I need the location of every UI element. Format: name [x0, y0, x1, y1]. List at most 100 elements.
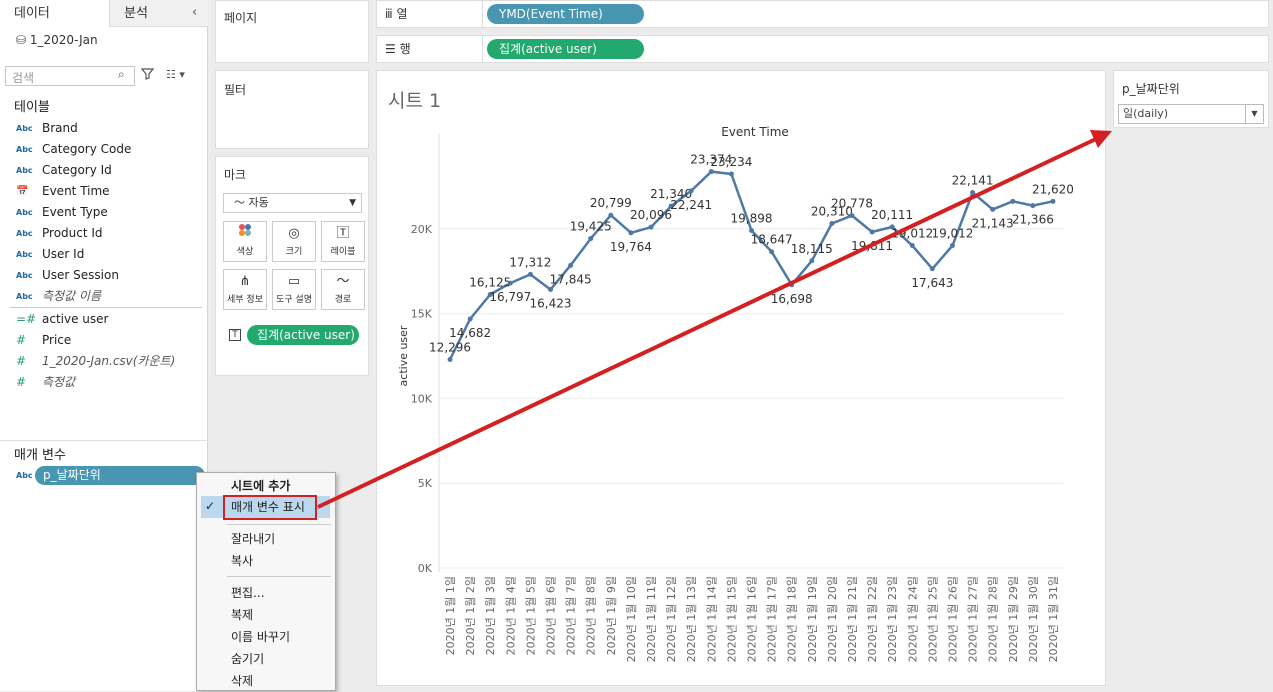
chevron-down-icon: ▼ [349, 198, 356, 208]
string-type-icon: Abc [16, 208, 33, 217]
menu-item-show-parameter[interactable]: 매개 변수 표시 [231, 500, 305, 514]
parameters-title: 매개 변수 [14, 448, 66, 463]
field-label: User Session [42, 268, 119, 282]
data-point [909, 243, 915, 249]
menu-item-rename[interactable]: 이름 바꾸기 [231, 630, 291, 644]
data-label: 20,096 [630, 208, 672, 222]
data-point [608, 212, 614, 218]
string-type-icon: Abc [16, 271, 33, 280]
field-item[interactable]: Abc 측정값 이름 [0, 286, 205, 307]
checkmark-icon: ✓ [205, 499, 216, 513]
field-item[interactable]: #1_2020-Jan.csv(카운트) [0, 351, 205, 372]
tab-analysis[interactable]: 분석 [110, 0, 208, 27]
datasource-item[interactable]: ⛁ 1_2020-Jan [16, 33, 98, 47]
marks-label-pill[interactable]: 집계(active user) [247, 325, 359, 345]
data-point [990, 206, 996, 212]
field-item[interactable]: Abc User Session [0, 265, 205, 286]
columns-shelf[interactable]: ⅲ 열 YMD(Event Time) [376, 0, 1269, 28]
string-type-icon: Abc [16, 124, 33, 133]
datasource-label: 1_2020-Jan [29, 33, 98, 47]
field-item[interactable]: Abc Product Id [0, 223, 205, 244]
pages-card[interactable]: 페이지 [215, 0, 369, 63]
field-item[interactable]: # 측정값 [0, 372, 205, 393]
field-item[interactable]: Abc Event Type [0, 202, 205, 223]
x-tick-label: 2020년 1월 29일 [1006, 576, 1020, 662]
columns-label-text: 열 [396, 7, 408, 21]
data-point [769, 249, 775, 255]
menu-item-duplicate[interactable]: 복제 [231, 608, 254, 622]
x-tick-label: 2020년 1월 27일 [966, 576, 980, 662]
rows-shelf-label: ☰ 행 [377, 36, 483, 62]
menu-item-delete[interactable]: 삭제 [231, 674, 254, 688]
number-type-icon: =# [16, 312, 37, 326]
menu-item-cut[interactable]: 잘라내기 [231, 532, 276, 546]
view-options-icon[interactable]: ☷ ▾ [166, 68, 185, 81]
rows-pill[interactable]: 집계(active user) [487, 39, 644, 59]
field-item[interactable]: Abc Brand [0, 118, 205, 139]
color-button[interactable]: 색상 [223, 221, 267, 262]
field-label: 측정값 [42, 375, 76, 389]
size-button[interactable]: ◎ 크기 [272, 221, 316, 262]
x-tick-label: 2020년 1월 4일 [503, 576, 517, 655]
field-label: Event Type [42, 205, 108, 219]
search-icon[interactable]: ⌕ [118, 67, 125, 81]
menu-divider [227, 524, 331, 525]
data-label: 22,141 [952, 173, 994, 187]
string-type-icon: Abc [16, 229, 33, 238]
search-input[interactable]: 검색 [5, 66, 135, 86]
tooltip-button[interactable]: ▭ 도구 설명 [272, 269, 316, 310]
label-button[interactable]: 🅃 레이블 [321, 221, 365, 262]
x-tick-label: 2020년 1월 22일 [865, 576, 879, 662]
rows-shelf[interactable]: ☰ 행 집계(active user) [376, 35, 1269, 63]
chart-title: Event Time [721, 125, 789, 139]
menu-header-add-to-sheet[interactable]: 시트에 추가 [231, 479, 291, 493]
data-point [447, 356, 453, 362]
mark-type-dropdown[interactable]: 〜 자동 ▼ [223, 193, 362, 213]
data-point [929, 266, 935, 272]
x-tick-label: 2020년 1월 12일 [664, 576, 678, 662]
filters-card[interactable]: 필터 [215, 70, 369, 149]
parameter-control: p_날짜단위 일(daily) ▼ [1113, 70, 1269, 128]
x-tick-label: 2020년 1월 2일 [463, 576, 477, 655]
label-icon: 🅃 [336, 226, 350, 241]
string-type-icon: Abc [16, 145, 33, 154]
data-label: 20,799 [590, 196, 632, 210]
menu-item-hide[interactable]: 숨기기 [231, 652, 265, 666]
data-point [789, 282, 795, 288]
columns-pill[interactable]: YMD(Event Time) [487, 4, 644, 24]
detail-button[interactable]: ⋔ 세부 정보 [223, 269, 267, 310]
size-icon: ◎ [288, 226, 300, 241]
data-label: 17,312 [509, 255, 551, 269]
field-item[interactable]: Abc Category Id [0, 160, 205, 181]
data-label: 23,234 [710, 155, 752, 169]
filter-icon[interactable] [141, 67, 154, 80]
collapse-pane-icon[interactable]: ‹ [192, 5, 198, 20]
tab-data[interactable]: 데이터 [0, 0, 110, 27]
text-encoding-icon: T [229, 329, 241, 341]
data-point [1050, 198, 1056, 204]
parameter-dropdown[interactable]: 일(daily) ▼ [1118, 104, 1264, 124]
path-button[interactable]: 〜 경로 [321, 269, 365, 310]
menu-item-copy[interactable]: 복사 [231, 554, 254, 568]
field-item[interactable]: # Price [0, 330, 205, 351]
data-label: 16,797 [489, 290, 531, 304]
marks-card: 마크 〜 자동 ▼ 색상 ◎ 크기 🅃 레이블 ⋔ 세부 정보 ▭ 도구 설명 … [215, 156, 369, 376]
line-mark-icon: 〜 [234, 196, 249, 209]
data-label: 18,115 [791, 242, 833, 256]
data-point [568, 262, 574, 268]
context-menu: 시트에 추가 매개 변수 표시 ✓ 잘라내기 복사 편집... 복제 이름 바꾸… [196, 472, 336, 691]
x-tick-label: 2020년 1월 5일 [523, 576, 537, 655]
field-item[interactable]: 📅 Event Time [0, 181, 205, 202]
field-item[interactable]: =# active user [0, 309, 205, 330]
data-label: 19,764 [610, 240, 652, 254]
sheet-view: 시트 1 Event Time active user 0K 5K 10K 15K 20K 1… [376, 70, 1106, 686]
menu-item-edit[interactable]: 편집... [231, 586, 265, 600]
parameter-item[interactable]: Abc [0, 465, 205, 486]
y-tick-label: 15K [411, 308, 433, 321]
field-item[interactable]: Abc User Id [0, 244, 205, 265]
parameter-control-title: p_날짜단위 [1122, 82, 1180, 96]
field-item[interactable]: Abc Category Code [0, 139, 205, 160]
data-label: 20,778 [831, 197, 873, 211]
parameter-pill[interactable]: p_날짜단위 [35, 466, 205, 485]
data-label: 21,620 [1032, 182, 1074, 196]
